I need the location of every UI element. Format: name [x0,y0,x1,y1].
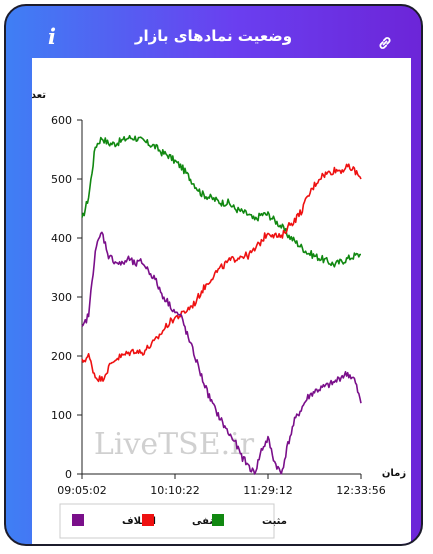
legend-label[interactable]: منفی [192,516,220,527]
y-tick-label: 300 [51,291,72,304]
legend-box [59,503,275,539]
y-tick-label: 100 [51,409,72,422]
y-tick-label: 600 [51,114,72,127]
legend-swatch[interactable] [72,514,84,526]
x-tick-label: 10:10:22 [150,484,199,497]
card-title: وضعیت نمادهای بازار [134,27,293,45]
series-line-1 [81,134,361,268]
legend-label[interactable]: اختلاف [122,516,156,527]
market-status-chart: 0 100 200 300 400 500 600 09:05:02 10:10:22 11:29… [6,90,406,539]
link-icon[interactable] [376,34,394,52]
x-tick-label: 11:29:12 [243,484,292,497]
series-line-3 [81,231,362,475]
card-header: وضعیت نمادهای بازار i [6,6,421,58]
market-status-card: وضعیت نمادهای بازار i 0 100 200 300 400 500 60… [4,4,423,546]
legend-swatch[interactable] [142,514,154,526]
series-layer [81,134,362,475]
x-tick-label: 12:33:56 [336,484,385,497]
info-icon[interactable]: i [48,24,56,49]
y-tick-label: 500 [51,173,72,186]
y-tick-label: 400 [51,232,72,245]
legend-label[interactable]: مثبت [262,516,287,527]
series-line-2 [81,163,362,383]
chart-legend: اختلاف منفی مثبت [59,503,287,539]
y-tick-label: 200 [51,350,72,363]
legend-swatch[interactable] [212,514,224,526]
chart-axes: 0 100 200 300 400 500 600 09:05:02 10:10:22 11:29… [51,114,386,497]
y-tick-label: 0 [65,468,72,481]
x-axis-label: زمان [382,468,406,479]
x-tick-label: 09:05:02 [57,484,106,497]
y-axis-label: تعداد نماد [32,90,46,101]
chart-panel: 0 100 200 300 400 500 600 09:05:02 10:10:22 11:29… [6,58,411,544]
watermark-text: LiveTSE.ir [94,427,255,462]
